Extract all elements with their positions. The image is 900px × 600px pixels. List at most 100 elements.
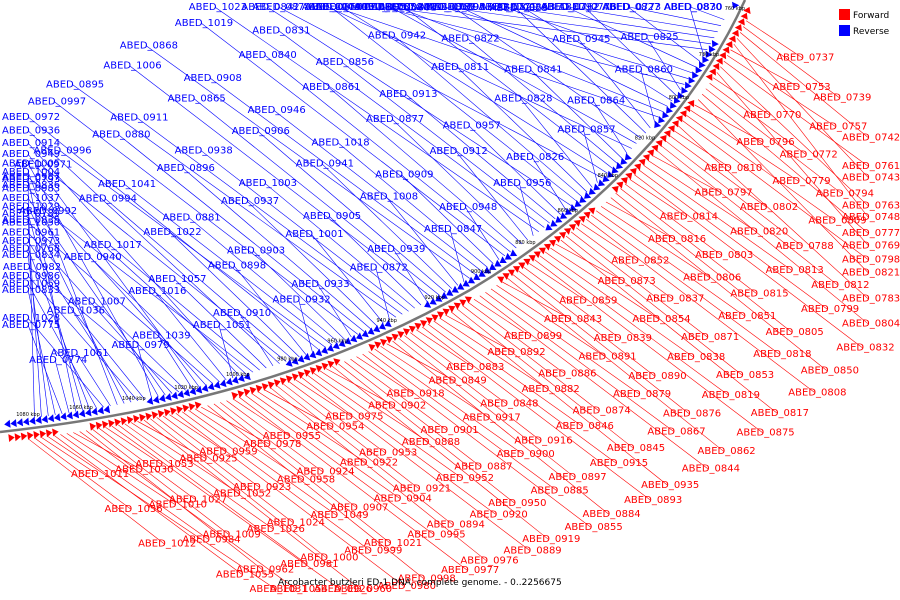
gene-arrow xyxy=(507,269,515,277)
gene-arrow xyxy=(702,55,710,64)
leader-line xyxy=(520,98,593,188)
gene-arrow xyxy=(14,433,21,442)
gene-arrow xyxy=(189,387,197,395)
gene-label: ABED_1050 xyxy=(2,218,60,229)
gene-label: ABED_0886 xyxy=(538,368,596,379)
leader-line xyxy=(59,150,326,348)
gene-label: ABED_0996 xyxy=(34,145,92,156)
leader-line xyxy=(391,118,523,245)
gene-label: ABED_0774 xyxy=(29,355,87,366)
gene-arrow xyxy=(565,208,573,215)
gene-label: ABED_0852 xyxy=(611,256,669,267)
tick-label: 1000 kbp xyxy=(226,372,250,378)
leader-line xyxy=(421,326,651,501)
gene-arrow xyxy=(504,252,512,260)
gene-label: ABED_0775 xyxy=(2,320,60,331)
gene-label: ABED_0827 xyxy=(602,2,660,13)
leader-line xyxy=(344,361,481,467)
leader-line xyxy=(200,150,409,312)
leader-line xyxy=(332,365,549,540)
leader-line xyxy=(383,6,708,50)
gene-label: ABED_0908 xyxy=(184,73,242,84)
leader-line xyxy=(385,196,459,286)
gene-arrow xyxy=(16,418,24,427)
leader-line xyxy=(27,176,247,375)
gene-label: ABED_0837 xyxy=(646,294,704,305)
gene-label: ABED_0743 xyxy=(842,172,900,183)
gene-label: ABED_0960 xyxy=(334,584,392,595)
gene-arrow xyxy=(231,376,239,384)
gene-arrow xyxy=(459,299,467,307)
leader-line xyxy=(137,344,152,399)
gene-arrow xyxy=(588,207,596,215)
gene-label: ABED_0904 xyxy=(374,493,432,504)
gene-label: ABED_0859 xyxy=(559,295,617,306)
gene-arrow xyxy=(315,348,323,357)
leader-line xyxy=(467,38,618,164)
gene-label: ABED_0910 xyxy=(213,308,271,319)
leader-line xyxy=(188,409,337,516)
gene-label: ABED_0801 xyxy=(379,2,437,13)
leader-line xyxy=(89,256,220,383)
gene-label: ABED_0877 xyxy=(366,114,424,125)
gene-arrow xyxy=(457,282,465,290)
gene-label: ABED_1059 xyxy=(2,278,60,289)
gene-arrow xyxy=(687,100,695,108)
leader-line xyxy=(93,301,186,391)
gene-arrow xyxy=(20,432,28,441)
gene-label: ABED_1041 xyxy=(98,179,156,190)
gene-arrow xyxy=(103,405,111,414)
gene-label: ABED_0821 xyxy=(842,268,900,279)
gene-label: ABED_0803 xyxy=(695,250,753,261)
gene-arrow xyxy=(243,372,251,381)
leader-line xyxy=(174,278,267,369)
gene-label: ABED_0797 xyxy=(695,188,753,199)
gene-label: ABED_1016 xyxy=(128,286,186,297)
leader-line xyxy=(130,422,240,494)
gene-arrow xyxy=(647,149,655,157)
gene-arrow xyxy=(243,388,251,397)
leader-line xyxy=(27,289,56,415)
gene-arrow xyxy=(588,187,596,195)
leader-line xyxy=(40,164,287,362)
gene-label: ABED_0941 xyxy=(296,159,354,170)
leader-line xyxy=(27,142,240,377)
gene-arrow xyxy=(89,422,97,431)
gene-label: ABED_0798 xyxy=(842,255,900,266)
gene-label: ABED_0790 xyxy=(309,2,367,13)
gene-arrow xyxy=(431,314,439,322)
gene-label: ABED_1024 xyxy=(267,517,325,528)
gene-label: ABED_0906 xyxy=(232,126,290,137)
leader-line xyxy=(522,6,673,102)
gene-arrow xyxy=(569,204,577,211)
gene-arrow xyxy=(303,369,311,377)
leader-line xyxy=(576,227,673,299)
leader-line xyxy=(690,109,799,182)
gene-label: ABED_0962 xyxy=(236,565,294,576)
leader-line xyxy=(267,6,572,206)
leader-line xyxy=(264,182,415,309)
gene-arrow xyxy=(731,29,739,37)
gene-arrow xyxy=(72,410,80,419)
gene-label: ABED_0838 xyxy=(667,352,725,363)
gene-label: ABED_0815 xyxy=(730,289,788,300)
gene-label: ABED_0873 xyxy=(598,276,656,287)
leader-line xyxy=(456,308,634,449)
gene-arrow xyxy=(560,212,568,219)
gene-label: ABED_0762 xyxy=(542,2,600,13)
gene-arrow xyxy=(367,327,375,335)
gene-arrow xyxy=(510,249,518,257)
gene-label: ABED_0822 xyxy=(441,34,499,45)
leader-line xyxy=(245,395,434,535)
leader-line xyxy=(534,259,763,433)
gene-label: ABED_1004 xyxy=(2,167,60,178)
gene-label: ABED_0767 xyxy=(357,2,415,13)
gene-arrow xyxy=(291,357,299,365)
gene-arrows xyxy=(4,1,751,442)
leader-line xyxy=(226,400,323,472)
leader-line xyxy=(661,145,838,286)
gene-arrow xyxy=(655,139,663,147)
leader-line xyxy=(739,32,869,138)
gene-arrow xyxy=(374,341,382,349)
